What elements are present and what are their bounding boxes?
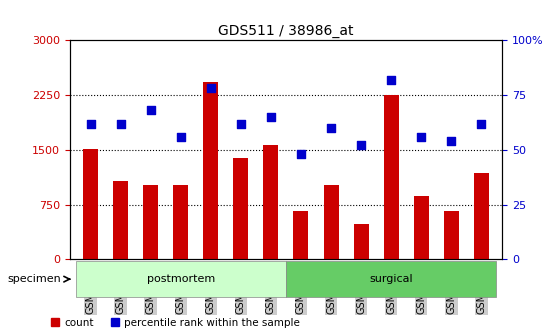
Text: surgical: surgical (369, 274, 413, 284)
Text: specimen: specimen (7, 274, 61, 284)
Bar (203, 82, 218, 259)
Point (116, 121, 125, 126)
Bar (113, 181, 128, 259)
Bar (233, 158, 248, 259)
Title: GDS511 / 38986_at: GDS511 / 38986_at (218, 24, 354, 38)
Point (206, 86, 215, 91)
Bar (444, 211, 459, 259)
Text: postmortem: postmortem (147, 274, 215, 284)
Point (417, 134, 426, 139)
Bar (474, 173, 489, 259)
Bar (83, 149, 98, 259)
Point (296, 152, 305, 157)
Bar (294, 211, 309, 259)
FancyBboxPatch shape (286, 261, 496, 297)
Point (477, 121, 485, 126)
Point (326, 125, 335, 131)
Bar (174, 185, 189, 259)
Point (86, 121, 95, 126)
Bar (354, 224, 369, 259)
Point (176, 134, 185, 139)
Point (447, 138, 456, 144)
Point (237, 121, 246, 126)
Point (267, 114, 276, 120)
Legend: count, percentile rank within the sample: count, percentile rank within the sample (50, 318, 300, 328)
FancyBboxPatch shape (76, 261, 286, 297)
Bar (263, 145, 278, 259)
Point (146, 108, 155, 113)
Bar (413, 196, 429, 259)
Bar (324, 185, 339, 259)
Bar (383, 95, 398, 259)
Point (387, 77, 396, 82)
Bar (143, 185, 158, 259)
Point (357, 143, 365, 148)
